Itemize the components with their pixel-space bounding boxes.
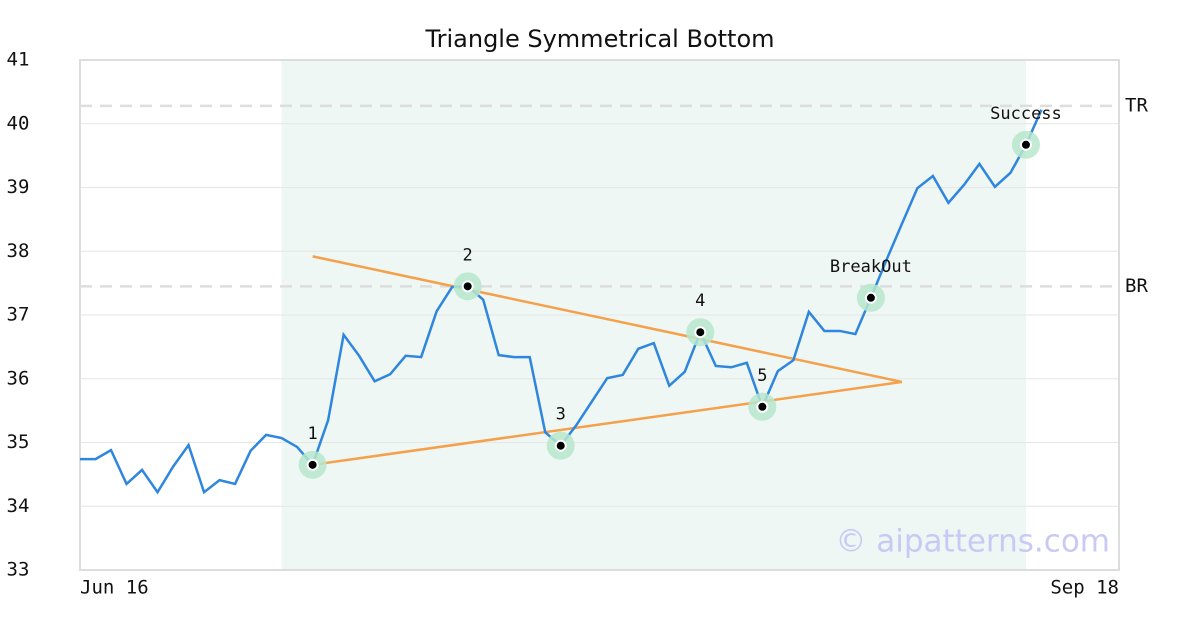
level-label: BR — [1125, 275, 1148, 297]
trend-line — [312, 255, 903, 384]
y-tick-label: 37 — [7, 304, 30, 326]
y-tick-label: 35 — [7, 431, 30, 453]
y-tick-label: 34 — [7, 495, 30, 517]
pattern-point — [1019, 138, 1032, 151]
point-label: Success — [990, 104, 1062, 124]
level-label: TR — [1125, 94, 1148, 116]
y-tick-label: 41 — [7, 49, 30, 71]
pattern-point — [554, 439, 567, 452]
point-label: 2 — [463, 245, 473, 265]
pattern-point — [461, 280, 474, 293]
watermark: © aipatterns.com — [835, 524, 1110, 560]
point-label: 1 — [307, 424, 317, 444]
x-tick-label: Jun 16 — [80, 577, 149, 599]
y-tick-label: 38 — [7, 240, 30, 262]
trend-line — [312, 380, 903, 467]
x-tick-label: Sep 18 — [1050, 577, 1119, 599]
pattern-point — [306, 458, 319, 471]
y-tick-label: 33 — [7, 559, 30, 581]
chart-title: Triangle Symmetrical Bottom — [424, 25, 774, 53]
plot-frame — [79, 59, 1120, 571]
point-label: 4 — [695, 291, 705, 311]
y-tick-label: 39 — [7, 176, 30, 198]
pattern-point — [864, 291, 877, 304]
y-tick-label: 36 — [7, 367, 30, 389]
point-label: BreakOut — [830, 257, 912, 277]
point-label: 5 — [757, 366, 767, 386]
point-label: 3 — [556, 405, 566, 425]
pattern-point — [756, 400, 769, 413]
y-tick-label: 40 — [7, 112, 30, 134]
pattern-point — [694, 326, 707, 339]
